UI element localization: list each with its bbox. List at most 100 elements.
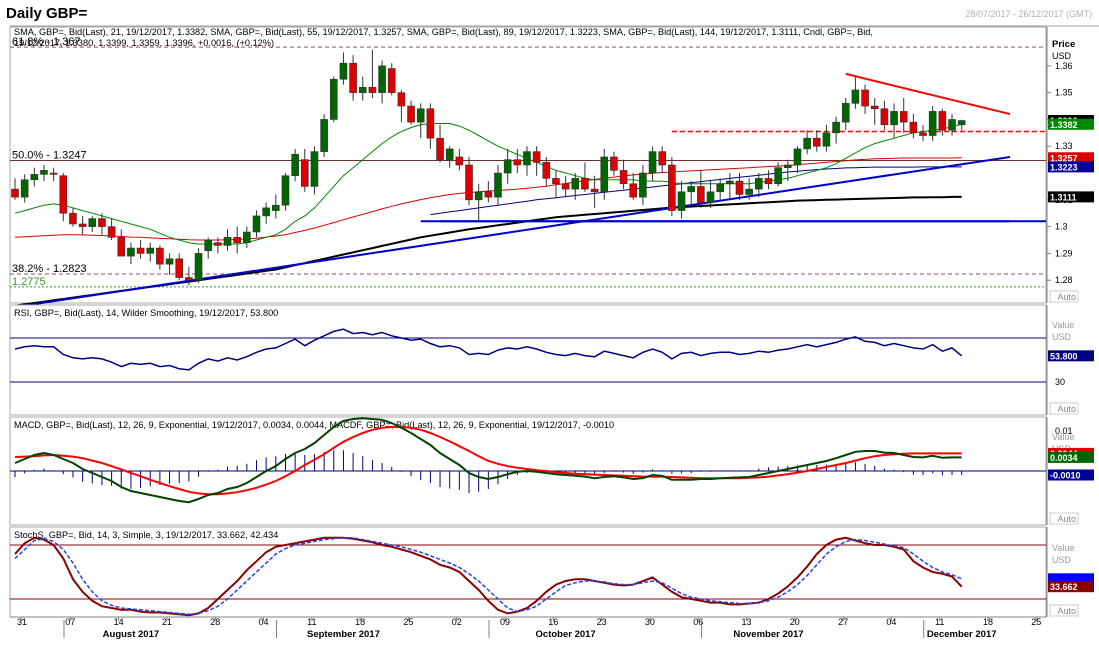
candle-body [107,226,116,238]
x-tick-label: 11 [935,617,944,627]
x-tick-label: 27 [838,617,848,627]
value-tag [1048,350,1094,362]
candle-body [175,258,184,278]
x-tick-label: 18 [983,617,993,627]
price-legend-line-2: 19/12/2017, 1.3380, 1.3399, 1.3359, 1.33… [14,38,274,48]
candle-body [11,188,19,198]
sma-21-line [14,123,962,245]
candle-body [484,191,493,198]
candle-body [494,172,502,198]
x-tick-label: 06 [693,617,703,627]
candle-body [755,178,763,190]
candle-body [851,89,860,104]
x-tick-label: 07 [65,617,75,627]
x-axis: 31 07 14 21 28 04 11 18 25 02 09 16 23 30 06 13 20 27 04 11… [10,616,1046,640]
candle-body [194,253,203,281]
candle-body [726,180,734,185]
candle-body [629,183,638,198]
y-tick-label: 1.29 [1055,248,1073,258]
candle-body [861,89,869,107]
x-tick-label: 04 [886,617,896,627]
candle-body [310,151,319,187]
macd-line [14,417,962,504]
candle-body [880,108,889,126]
panel-frame [9,304,1047,416]
candle-body [735,180,744,195]
x-tick-label: 30 [645,617,655,627]
candle-body [445,148,454,160]
candle-body [233,237,241,244]
panel-frame [9,526,1047,618]
candle-body [542,162,551,179]
x-tick-label: 25 [403,617,413,627]
level-label: 61.8% - 1.367 [12,36,81,48]
candle-body [716,183,724,193]
x-tick-label: 02 [452,617,462,627]
trendline [14,155,1011,309]
candle-body [416,108,425,123]
sma-89-line [430,166,962,216]
stoch-d-line [14,537,962,616]
candle-body [581,178,589,190]
candle-body [764,178,773,185]
rsi-panel: RSI, GBP=, Bid(Last), 14, Wilder Smoothi… [9,304,1094,416]
candle-body [561,183,570,190]
auto-button[interactable] [1049,512,1079,525]
candle-body [204,239,212,252]
y-tick-label: 1.28 [1055,275,1073,285]
candle-body [774,167,782,185]
auto-button[interactable] [1049,290,1079,303]
candle-body [146,247,155,254]
candle-body [339,62,348,80]
value-tag-label: 0.0034 [1050,453,1078,463]
candle-body [822,132,831,147]
x-tick-label: 23 [597,617,607,627]
candle-body [474,191,483,201]
value-tag [1048,451,1094,463]
month-label: November 2017 [733,629,803,640]
candle-body [552,178,560,185]
axis-title: Value [1052,543,1074,553]
candle-body [639,172,647,198]
candle-body [455,156,464,166]
candle-body [783,164,792,168]
candle-body [20,179,29,198]
candle-body [928,111,937,136]
x-tick-label: 21 [162,617,172,627]
auto-button[interactable] [1049,402,1079,415]
stoch-k-line [14,536,963,617]
candle-body [262,207,270,217]
month-label: October 2017 [536,629,596,640]
axis-title: Price [1052,39,1075,50]
candle-body [610,156,618,171]
candle-body [619,170,628,185]
auto-label: Auto [1057,404,1076,414]
y-tick-label: 1.36 [1055,61,1073,71]
value-tag-label: 53.800 [1050,351,1078,361]
y-tick-label: 1.3 [1055,222,1068,232]
auto-label: Auto [1057,292,1076,302]
axis-unit: USD [1052,555,1072,565]
candle-body [300,159,309,187]
candle-body [803,137,811,150]
y-tick-label: 0.01 [1055,426,1073,436]
candle-body [165,258,174,265]
candle-body [243,231,251,244]
candle-body [706,191,715,203]
candle-body [378,65,386,93]
candle-body [590,188,599,193]
value-tag-label: 1.3382 [1050,120,1078,130]
candle-body [387,68,396,93]
candle-body [465,164,473,201]
candle-body [88,218,97,227]
x-tick-label: 31 [17,617,27,627]
candle-body [687,186,696,193]
value-tag-label: -0.0010 [1050,471,1081,481]
x-tick-label: 14 [114,617,124,627]
candle-body [358,86,367,93]
month-label: August 2017 [103,629,160,640]
auto-button[interactable] [1049,604,1079,617]
candle-body [156,247,164,265]
y-tick-label: 1.35 [1055,88,1073,98]
value-tag-label: 1.3111 [1050,192,1077,202]
